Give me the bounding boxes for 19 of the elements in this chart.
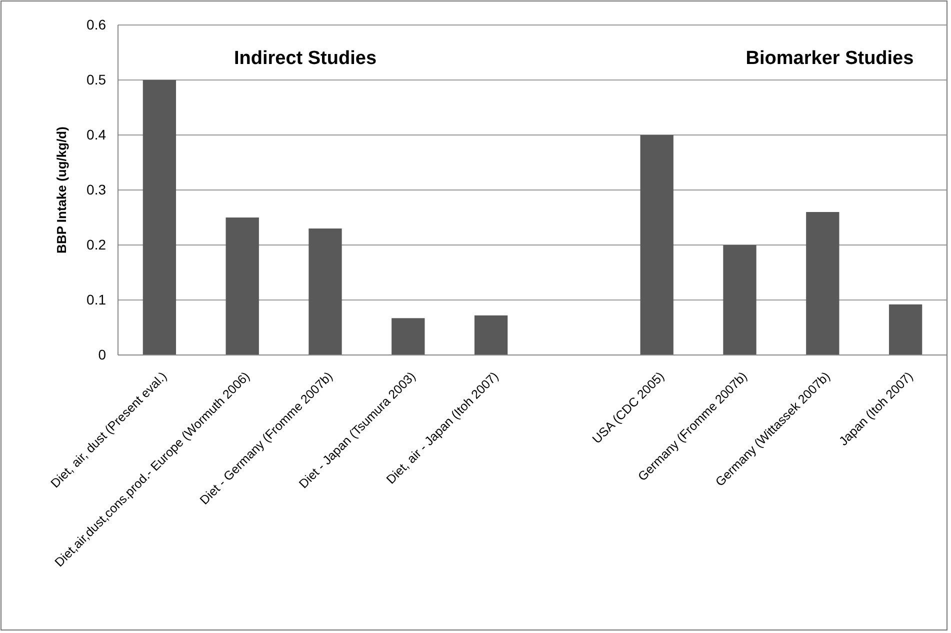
bar: [226, 218, 259, 355]
y-tick-label: 0.1: [86, 291, 106, 308]
y-tick-label: 0.6: [86, 16, 106, 32]
bar: [640, 135, 674, 355]
bar: [806, 212, 840, 355]
bar: [142, 80, 176, 355]
bar: [888, 304, 922, 355]
y-tick-label: 0.2: [86, 236, 106, 252]
bar: [392, 318, 425, 355]
bar: [308, 228, 342, 355]
bar: [723, 245, 756, 355]
y-tick-label: 0.3: [86, 181, 106, 198]
y-tick-label: 0: [98, 346, 106, 362]
y-axis-title: BBP Intake (ug/kg/d): [54, 126, 69, 254]
annotation: Indirect Studies: [234, 48, 377, 69]
annotation: Biomarker Studies: [746, 48, 914, 69]
bar: [474, 315, 508, 355]
y-tick-label: 0.4: [86, 126, 106, 142]
y-tick-label: 0.5: [86, 71, 106, 88]
